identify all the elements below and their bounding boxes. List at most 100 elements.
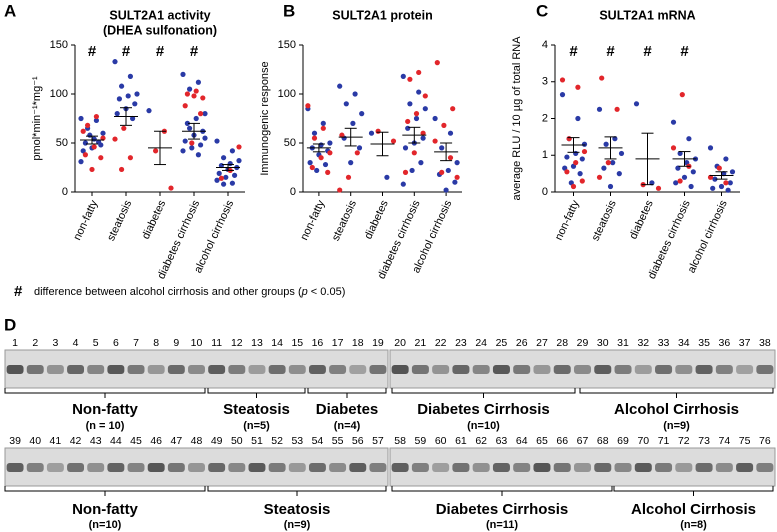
blot-band [736, 365, 754, 374]
x-tick-label: non-fatty [553, 198, 582, 242]
lane-number: 3 [52, 337, 58, 349]
data-point [707, 174, 714, 180]
lane-number: 1 [12, 337, 18, 349]
blot-band [634, 365, 652, 374]
lane-number: 57 [372, 435, 384, 447]
lane-number: 46 [150, 435, 162, 447]
data-point [710, 185, 716, 191]
blot-band [349, 463, 367, 472]
data-point [707, 145, 714, 151]
x-tick-label: non-fatty [71, 198, 100, 242]
data-point [686, 136, 692, 142]
data-point [112, 59, 118, 65]
lane-number: 14 [271, 337, 283, 349]
data-point [452, 179, 458, 185]
lane-number: 37 [739, 337, 751, 349]
data-point [675, 165, 681, 171]
blot-band [594, 463, 612, 472]
blot-band [675, 463, 693, 472]
data-point [168, 185, 174, 191]
data-point [400, 73, 406, 79]
blot-band [573, 365, 592, 374]
y-tick-label: 1 [542, 149, 548, 161]
y-tick-label: 50 [56, 137, 68, 149]
lane-number: 38 [759, 337, 771, 349]
data-point [618, 150, 625, 157]
blot-band [452, 463, 470, 472]
data-point [356, 145, 363, 151]
y-tick-label: 0 [62, 186, 68, 198]
data-point [405, 118, 411, 125]
data-point [153, 148, 159, 154]
panel-letter: A [4, 1, 16, 20]
data-point [125, 93, 131, 99]
lane-number: 9 [173, 337, 179, 349]
group-label: Alcohol Cirrhosis [631, 501, 756, 518]
data-point [434, 60, 440, 66]
y-axis-label: average RLU / 10 µg of total RNA [511, 36, 523, 201]
data-point [422, 106, 428, 112]
data-point [327, 140, 333, 146]
data-point [80, 148, 86, 154]
blot-band [248, 365, 266, 374]
data-point [100, 130, 106, 136]
blot-band [492, 463, 510, 472]
lane-number: 44 [110, 435, 122, 447]
group-label: Steatosis [264, 501, 331, 518]
blot-band [452, 365, 470, 374]
lane-number: 43 [90, 435, 102, 447]
data-point [603, 141, 609, 147]
x-tick-label: steatosis [105, 198, 134, 243]
blot-band [614, 463, 632, 472]
group-n: (n=10) [467, 420, 500, 432]
data-point [390, 138, 397, 144]
data-point [320, 120, 326, 126]
bracket [4, 486, 206, 496]
blot-band [432, 365, 450, 374]
data-point [93, 113, 99, 120]
data-point [216, 170, 222, 176]
blot-band [369, 463, 387, 472]
data-point [723, 156, 729, 162]
blot-band [715, 365, 733, 374]
lane-number: 22 [435, 337, 447, 349]
annotation: # [569, 43, 578, 60]
lane-number: 49 [211, 435, 223, 447]
data-point [96, 139, 102, 145]
data-point [418, 160, 424, 166]
data-point [327, 150, 333, 156]
annotation: # [606, 43, 615, 60]
lane-number: 67 [577, 435, 589, 447]
chart-title: SULT2A1 activity [109, 8, 210, 22]
data-point [325, 169, 331, 175]
data-point [202, 111, 208, 117]
data-point [633, 101, 640, 107]
lane-number: 16 [312, 337, 324, 349]
data-point [718, 183, 725, 190]
bracket [391, 486, 613, 496]
bracket [4, 388, 206, 398]
blot-band [655, 365, 673, 374]
blot-band [127, 463, 145, 472]
data-point [189, 140, 195, 146]
data-point [146, 108, 152, 114]
annotation: # [88, 43, 97, 60]
data-point [670, 145, 677, 151]
data-point [180, 71, 186, 77]
data-point [311, 135, 318, 141]
data-point [119, 166, 125, 173]
data-point [407, 76, 413, 82]
data-point [193, 115, 199, 122]
lane-number: 55 [332, 435, 344, 447]
data-point [441, 122, 447, 128]
lane-number: 47 [170, 435, 182, 447]
group-label: Non-fatty [72, 501, 138, 518]
data-point [454, 174, 460, 180]
blot-band [228, 463, 246, 472]
blot-band [26, 365, 44, 374]
data-point [407, 101, 413, 107]
x-tick-label: diabetes [362, 198, 391, 241]
data-point [352, 91, 358, 97]
lane-number: 19 [372, 337, 384, 349]
lane-number: 41 [50, 435, 62, 447]
